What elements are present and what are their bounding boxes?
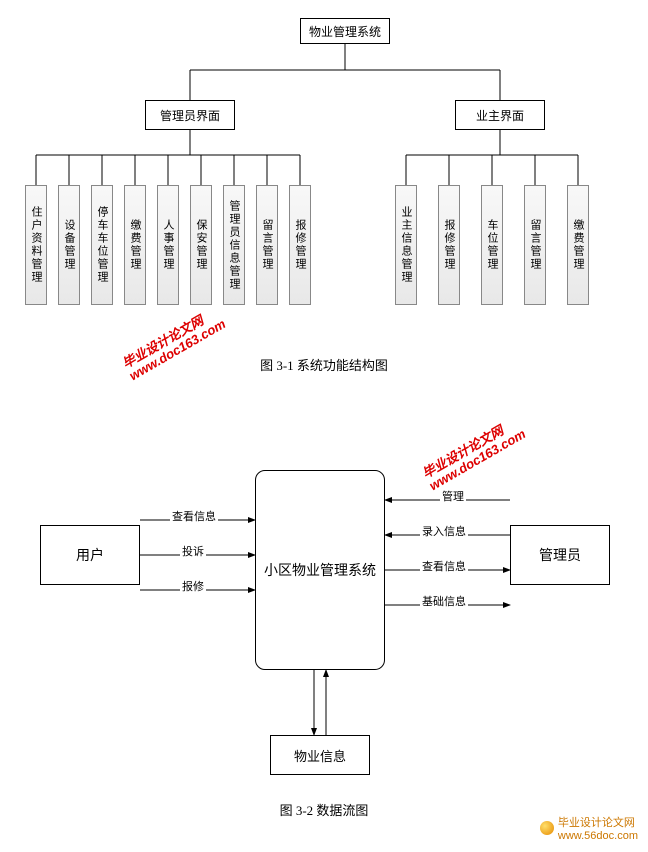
- leaf-resident: 住户资料管理: [25, 185, 47, 305]
- flow-view-info-r: 查看信息: [420, 558, 468, 574]
- flow-complaint: 投诉: [180, 543, 206, 559]
- leaf-owner-repair: 报修管理: [438, 185, 460, 305]
- leaf-admin-info: 管理员信息管理: [223, 185, 245, 305]
- flow-input: 录入信息: [420, 523, 468, 539]
- flow-manage: 管理: [440, 488, 466, 504]
- watermark-56doc: 毕业设计论文网 www.56doc.com: [540, 814, 638, 842]
- leaf-hr: 人事管理: [157, 185, 179, 305]
- watermark-doc163-2: 毕业设计论文网 www.doc163.com: [420, 415, 528, 494]
- leaf-owner-info: 业主信息管理: [395, 185, 417, 305]
- leaf-repair: 报修管理: [289, 185, 311, 305]
- flow-view-info-l: 查看信息: [170, 508, 218, 524]
- flow-basic-info: 基础信息: [420, 593, 468, 609]
- dfd-admin: 管理员: [510, 525, 610, 585]
- hierarchy-owner-ui: 业主界面: [455, 100, 545, 130]
- hierarchy-admin-ui: 管理员界面: [145, 100, 235, 130]
- leaf-owner-fee: 缴费管理: [567, 185, 589, 305]
- leaf-owner-parking: 车位管理: [481, 185, 503, 305]
- hierarchy-lines: [0, 0, 648, 360]
- hierarchy-root: 物业管理系统: [300, 18, 390, 44]
- dfd-center: 小区物业管理系统: [255, 470, 385, 670]
- globe-icon: [540, 821, 554, 835]
- flow-repair: 报修: [180, 578, 206, 594]
- leaf-owner-message: 留言管理: [524, 185, 546, 305]
- leaf-parking: 停车车位管理: [91, 185, 113, 305]
- dfd-info: 物业信息: [270, 735, 370, 775]
- leaf-message: 留言管理: [256, 185, 278, 305]
- caption-3-1: 图 3-1 系统功能结构图: [0, 355, 648, 374]
- dataflow-lines: [0, 0, 648, 852]
- leaf-fee: 缴费管理: [124, 185, 146, 305]
- dfd-user: 用户: [40, 525, 140, 585]
- leaf-security: 保安管理: [190, 185, 212, 305]
- leaf-device: 设备管理: [58, 185, 80, 305]
